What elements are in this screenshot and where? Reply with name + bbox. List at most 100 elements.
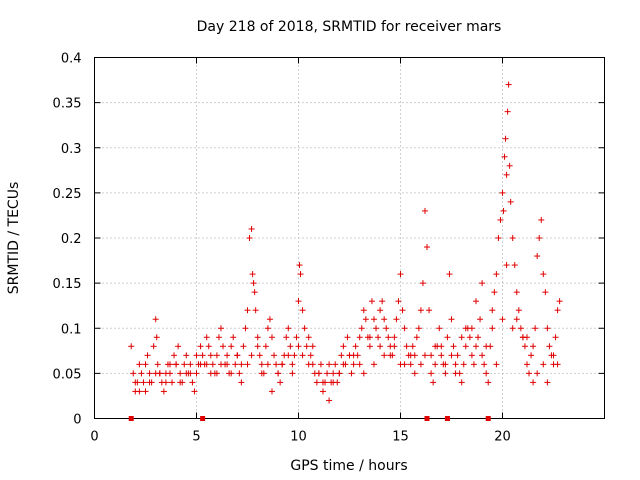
gap-markers xyxy=(128,416,491,421)
data-point xyxy=(250,280,257,287)
data-point xyxy=(152,316,159,323)
data-point xyxy=(248,352,255,359)
data-point xyxy=(317,361,324,368)
data-point xyxy=(144,352,151,359)
data-point xyxy=(497,216,504,223)
y-tick-label: 0.2 xyxy=(61,232,82,247)
data-point xyxy=(303,343,310,350)
data-point xyxy=(160,388,167,395)
data-point xyxy=(283,334,290,341)
data-point xyxy=(340,343,347,350)
data-point xyxy=(268,388,275,395)
data-point xyxy=(224,361,231,368)
data-point xyxy=(377,343,384,350)
y-tick-label: 0.4 xyxy=(61,52,82,67)
data-point xyxy=(340,361,347,368)
data-point xyxy=(315,370,322,377)
data-point xyxy=(552,334,559,341)
data-point xyxy=(275,370,282,377)
data-point xyxy=(499,316,506,323)
data-point xyxy=(171,352,178,359)
data-point xyxy=(381,316,388,323)
data-point xyxy=(215,334,222,341)
data-point xyxy=(381,352,388,359)
data-point xyxy=(232,361,239,368)
chart-title: Day 218 of 2018, SRMTID for receiver mar… xyxy=(197,19,502,35)
data-point xyxy=(266,316,273,323)
data-point xyxy=(499,189,506,196)
data-points xyxy=(128,81,563,404)
data-point xyxy=(462,343,469,350)
data-point xyxy=(224,352,231,359)
data-point xyxy=(415,325,422,332)
data-point xyxy=(511,262,518,269)
data-point xyxy=(153,334,160,341)
data-point xyxy=(205,343,212,350)
data-point xyxy=(136,388,143,395)
data-point xyxy=(166,370,173,377)
data-point xyxy=(254,334,261,341)
data-point xyxy=(385,334,392,341)
data-point xyxy=(254,343,261,350)
data-point xyxy=(187,361,194,368)
data-point xyxy=(326,361,333,368)
data-point xyxy=(248,225,255,232)
data-point xyxy=(220,343,227,350)
data-point xyxy=(330,370,337,377)
data-point xyxy=(477,316,484,323)
data-point xyxy=(521,343,528,350)
data-point xyxy=(203,361,210,368)
data-point xyxy=(324,370,331,377)
y-axis-label: SRMTID / TECUs xyxy=(6,182,22,295)
data-point xyxy=(556,298,563,305)
data-point xyxy=(554,361,561,368)
data-point xyxy=(251,289,258,296)
data-point xyxy=(293,334,300,341)
data-point xyxy=(273,361,280,368)
data-point xyxy=(432,343,439,350)
data-point xyxy=(169,379,176,386)
y-tick-label: 0 xyxy=(73,413,81,428)
data-point xyxy=(407,361,414,368)
data-point xyxy=(252,307,259,314)
data-point xyxy=(493,271,500,278)
axis-ticks: 0 5 10 15 20 0 0.05 0.1 0.15 0.2 0.25 0.3 0.35 0.4 xyxy=(53,52,605,445)
data-point xyxy=(305,334,312,341)
data-point xyxy=(228,370,235,377)
data-point xyxy=(417,307,424,314)
data-point xyxy=(528,352,535,359)
data-point xyxy=(452,370,459,377)
data-point xyxy=(462,325,469,332)
data-point xyxy=(142,361,149,368)
data-point xyxy=(197,361,204,368)
data-point xyxy=(175,343,182,350)
data-point xyxy=(136,361,143,368)
data-point xyxy=(411,370,418,377)
x-tick-label: 15 xyxy=(392,430,409,445)
data-point xyxy=(356,334,363,341)
data-point xyxy=(506,162,513,169)
data-point xyxy=(177,370,184,377)
data-point xyxy=(348,370,355,377)
data-point xyxy=(419,280,426,287)
data-point xyxy=(362,316,369,323)
data-point xyxy=(193,370,200,377)
data-point xyxy=(234,352,241,359)
data-point xyxy=(383,325,390,332)
data-point xyxy=(421,207,428,214)
data-point xyxy=(417,361,424,368)
data-point xyxy=(538,216,545,223)
gap-marker xyxy=(128,416,134,421)
data-point xyxy=(450,343,457,350)
data-point xyxy=(554,307,561,314)
data-point xyxy=(191,388,198,395)
data-point xyxy=(393,316,400,323)
y-tick-label: 0.1 xyxy=(61,322,82,337)
data-point xyxy=(517,325,524,332)
data-point xyxy=(277,379,284,386)
data-point xyxy=(301,325,308,332)
data-point xyxy=(485,379,492,386)
data-point xyxy=(503,171,510,178)
data-point xyxy=(428,370,435,377)
data-point xyxy=(307,352,314,359)
